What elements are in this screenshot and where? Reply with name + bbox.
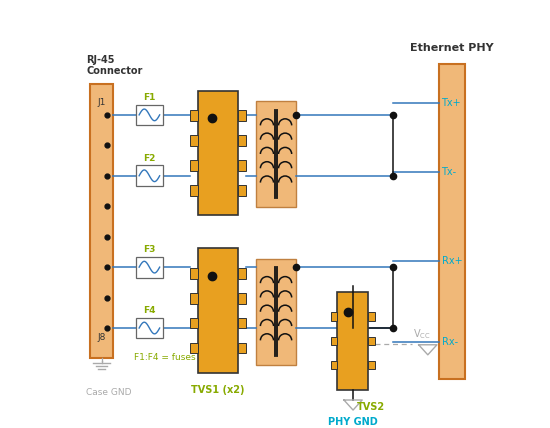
Text: Case GND: Case GND [86, 387, 131, 397]
Bar [190, 110, 198, 121]
Text: F1: F1 [143, 93, 156, 102]
Text: F2: F2 [143, 154, 156, 163]
Text: F3: F3 [143, 245, 156, 254]
Bar [238, 135, 245, 146]
Text: Rx-: Rx- [442, 337, 458, 347]
Bar [238, 185, 245, 196]
Text: J8: J8 [97, 333, 106, 342]
Bar [256, 101, 296, 207]
Text: Rx+: Rx+ [442, 256, 462, 266]
Bar [136, 165, 163, 186]
Bar [190, 160, 198, 171]
Bar [368, 337, 375, 345]
Bar [136, 318, 163, 339]
Bar [190, 185, 198, 196]
Bar [331, 312, 337, 321]
Bar [331, 361, 337, 369]
Bar [238, 293, 245, 303]
Bar [238, 110, 245, 121]
Bar [136, 257, 163, 277]
Text: Tx-: Tx- [442, 166, 456, 177]
Bar [190, 268, 198, 279]
Bar [331, 337, 337, 345]
Bar [190, 135, 198, 146]
Text: RJ-45
Connector: RJ-45 Connector [86, 54, 142, 76]
Text: F4: F4 [143, 306, 156, 315]
Text: Tx+: Tx+ [442, 98, 461, 108]
Bar [190, 318, 198, 328]
Text: TVS2: TVS2 [357, 402, 385, 412]
Bar [198, 248, 238, 373]
Text: TVS1 (x2): TVS1 (x2) [191, 386, 245, 395]
Bar [337, 292, 368, 389]
Text: Ethernet PHY: Ethernet PHY [410, 43, 494, 54]
Bar [136, 104, 163, 125]
Text: V$_\mathregular{CC}$: V$_\mathregular{CC}$ [413, 327, 431, 341]
Bar [368, 361, 375, 369]
Bar [90, 84, 113, 359]
Bar [238, 160, 245, 171]
Text: PHY GND: PHY GND [328, 416, 378, 427]
Bar [198, 91, 238, 215]
Bar [439, 64, 465, 379]
Bar [368, 312, 375, 321]
Bar [238, 268, 245, 279]
Bar [256, 259, 296, 365]
Bar [238, 343, 245, 354]
Bar [190, 293, 198, 303]
Bar [238, 318, 245, 328]
Text: F1:F4 = fuses: F1:F4 = fuses [134, 353, 195, 362]
Bar [190, 343, 198, 354]
Text: J1: J1 [97, 98, 106, 107]
